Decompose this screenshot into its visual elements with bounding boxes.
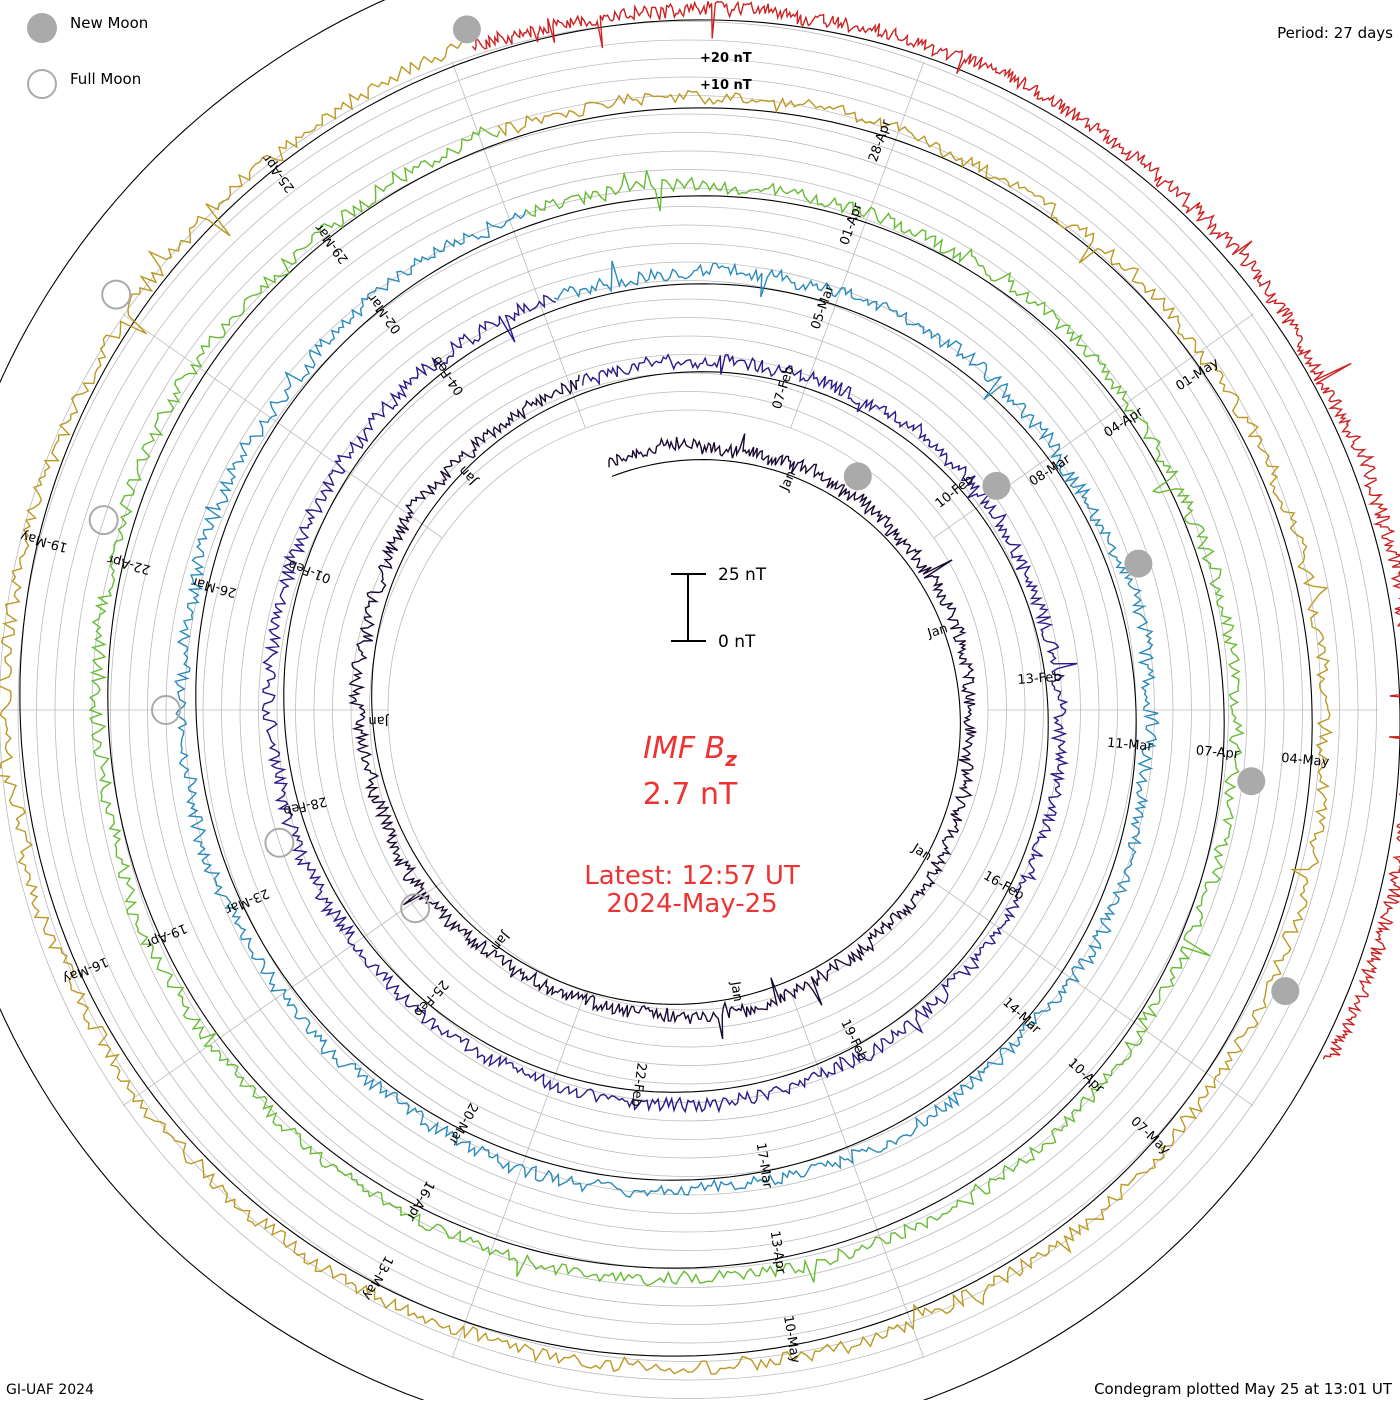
- date-label: 04-May: [1281, 751, 1331, 770]
- center-value: 2.7 nT: [643, 777, 738, 812]
- full-moon-marker: [151, 695, 181, 725]
- new-moon-marker: [982, 471, 1011, 500]
- date-label: 04-Feb: [430, 353, 468, 398]
- date-label: Jan: [925, 621, 949, 641]
- date-label: 07-Apr: [1195, 743, 1240, 762]
- center-title-main: IMF B: [643, 731, 725, 766]
- bz-trace-rotation-2: [261, 294, 1078, 1114]
- date-label: Jan: [368, 713, 389, 728]
- scale-bar-top-label: 25 nT: [718, 565, 767, 585]
- date-label: 07-May: [1127, 1114, 1173, 1158]
- full-moon-marker: [101, 279, 132, 310]
- full-moon-legend-label: Full Moon: [70, 70, 141, 88]
- grid-spoke: [790, 991, 925, 1359]
- latest-date: 2024-May-25: [606, 889, 777, 919]
- grid-circle: [350, 372, 1026, 1048]
- new-moon-marker: [843, 462, 872, 491]
- date-label: 14-Mar: [999, 995, 1043, 1038]
- trace-layer: [0, 0, 1400, 1375]
- date-label: 02-Mar: [365, 290, 405, 336]
- scale-bar-bottom-label: 0 nT: [718, 632, 756, 652]
- date-label: 16-May: [60, 953, 110, 986]
- bz-trace-rotation-5: [0, 37, 1334, 1375]
- date-label: 05-Mar: [808, 283, 837, 332]
- footer-left: GI-UAF 2024: [6, 1382, 94, 1398]
- full-moon-marker: [264, 827, 295, 858]
- date-label: 28-Apr: [866, 117, 895, 164]
- bz-trace-rotation-4: [88, 126, 1245, 1287]
- latest-time: Latest: 12:57 UT: [584, 861, 800, 891]
- date-label: 10-Feb: [933, 472, 977, 511]
- date-label: 11-Mar: [1106, 736, 1154, 755]
- full-moon-marker: [400, 893, 431, 924]
- grid-circle: [276, 298, 1100, 1122]
- grid-circle: [387, 409, 989, 1011]
- new-moon-marker: [1237, 767, 1266, 796]
- new-moon-marker: [452, 15, 481, 44]
- period-label: Period: 27 days: [1277, 24, 1393, 42]
- grid-spoke: [933, 881, 1254, 1107]
- scale-label-10: +10 nT: [700, 78, 752, 93]
- date-label: Jan: [727, 980, 745, 1003]
- center-title-sub: z: [724, 747, 737, 771]
- new-moon-marker: [1271, 977, 1300, 1006]
- grid-circle: [295, 317, 1081, 1103]
- grid-spoke: [451, 991, 586, 1359]
- center-title: IMF Bz: [643, 731, 737, 771]
- new-moon-marker: [1124, 549, 1153, 578]
- grid-spoke: [122, 881, 443, 1107]
- date-label: 22-Feb: [628, 1062, 649, 1108]
- date-label: 07-Feb: [770, 364, 797, 411]
- footer-right: Condegram plotted May 25 at 13:01 UT: [1094, 1380, 1393, 1398]
- date-label: 13-Apr: [767, 1230, 789, 1276]
- grid-circle: [313, 335, 1063, 1085]
- date-label: 17-Mar: [753, 1142, 775, 1190]
- bz-trace-rotation-1: [347, 374, 977, 1040]
- new-moon-legend-icon: [27, 13, 57, 43]
- grid-circle: [332, 354, 1044, 1066]
- grid-spoke: [451, 61, 586, 429]
- full-moon-marker: [88, 505, 119, 536]
- date-label: Jan: [456, 463, 481, 489]
- date-label: 10-May: [780, 1314, 802, 1364]
- date-label: 25-Apr: [260, 151, 299, 195]
- grid-spoke: [790, 61, 925, 429]
- date-label: 25-Feb: [410, 977, 451, 1020]
- date-label: Jan: [488, 928, 513, 954]
- new-moon-legend-label: New Moon: [70, 14, 148, 32]
- date-label: 01-Feb: [286, 556, 333, 586]
- date-label: 13-Feb: [1017, 670, 1062, 688]
- full-moon-legend-icon: [27, 69, 57, 99]
- grid-spoke: [122, 313, 443, 539]
- bz-trace-rotation-3: [174, 210, 1160, 1198]
- scale-label-20: +20 nT: [700, 51, 752, 66]
- date-label: 10-Apr: [1065, 1056, 1107, 1097]
- moon-layer: [88, 15, 1300, 1006]
- bz-trace-rotation-6: [471, 0, 1400, 1060]
- date-label: Jan: [908, 841, 934, 865]
- date-label: 19-Apr: [143, 920, 189, 951]
